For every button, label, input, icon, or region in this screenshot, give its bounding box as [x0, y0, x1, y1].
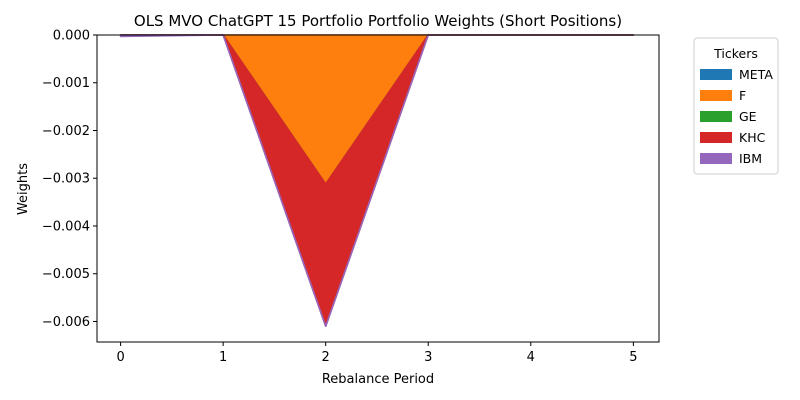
y-tick-label: −0.005	[42, 267, 90, 282]
legend-label-ge: GE	[739, 109, 757, 124]
y-tick-label: −0.004	[42, 219, 90, 234]
plot-area	[119, 34, 635, 328]
legend-title: Tickers	[713, 46, 758, 61]
legend-label-khc: KHC	[739, 130, 766, 145]
x-tick-label: 5	[629, 350, 637, 365]
legend-label-meta: META	[739, 67, 773, 82]
x-tick-label: 0	[116, 350, 124, 365]
legend-swatch-khc	[700, 132, 732, 143]
legend-swatch-meta	[700, 69, 732, 80]
x-tick-label: 3	[424, 350, 432, 365]
legend-swatch-f	[700, 90, 732, 101]
chart-title: OLS MVO ChatGPT 15 Portfolio Portfolio W…	[134, 12, 622, 30]
y-tick-label: −0.002	[42, 124, 90, 139]
legend-label-f: F	[739, 88, 746, 103]
y-tick-label: −0.006	[42, 315, 90, 330]
legend: Tickers META F GE KHC IBM	[693, 37, 779, 175]
x-tick-label: 4	[527, 350, 535, 365]
y-tick-label: −0.003	[42, 172, 90, 187]
x-axis-title: Rebalance Period	[322, 372, 434, 387]
legend-swatch-ibm	[700, 153, 732, 164]
plot-frame	[96, 34, 660, 343]
x-tick-label: 2	[322, 350, 330, 365]
y-axis: 0.000 −0.001 −0.002 −0.003 −0.004 −0.005 −0.00…	[42, 29, 97, 330]
legend-swatch-ge	[700, 111, 732, 122]
y-axis-title: Weights	[16, 163, 31, 215]
x-axis: 0 1 2 3 4 5	[116, 342, 638, 365]
x-tick-label: 1	[219, 350, 227, 365]
y-tick-label: −0.001	[42, 76, 90, 91]
y-tick-label: 0.000	[53, 29, 90, 44]
legend-label-ibm: IBM	[739, 151, 762, 166]
